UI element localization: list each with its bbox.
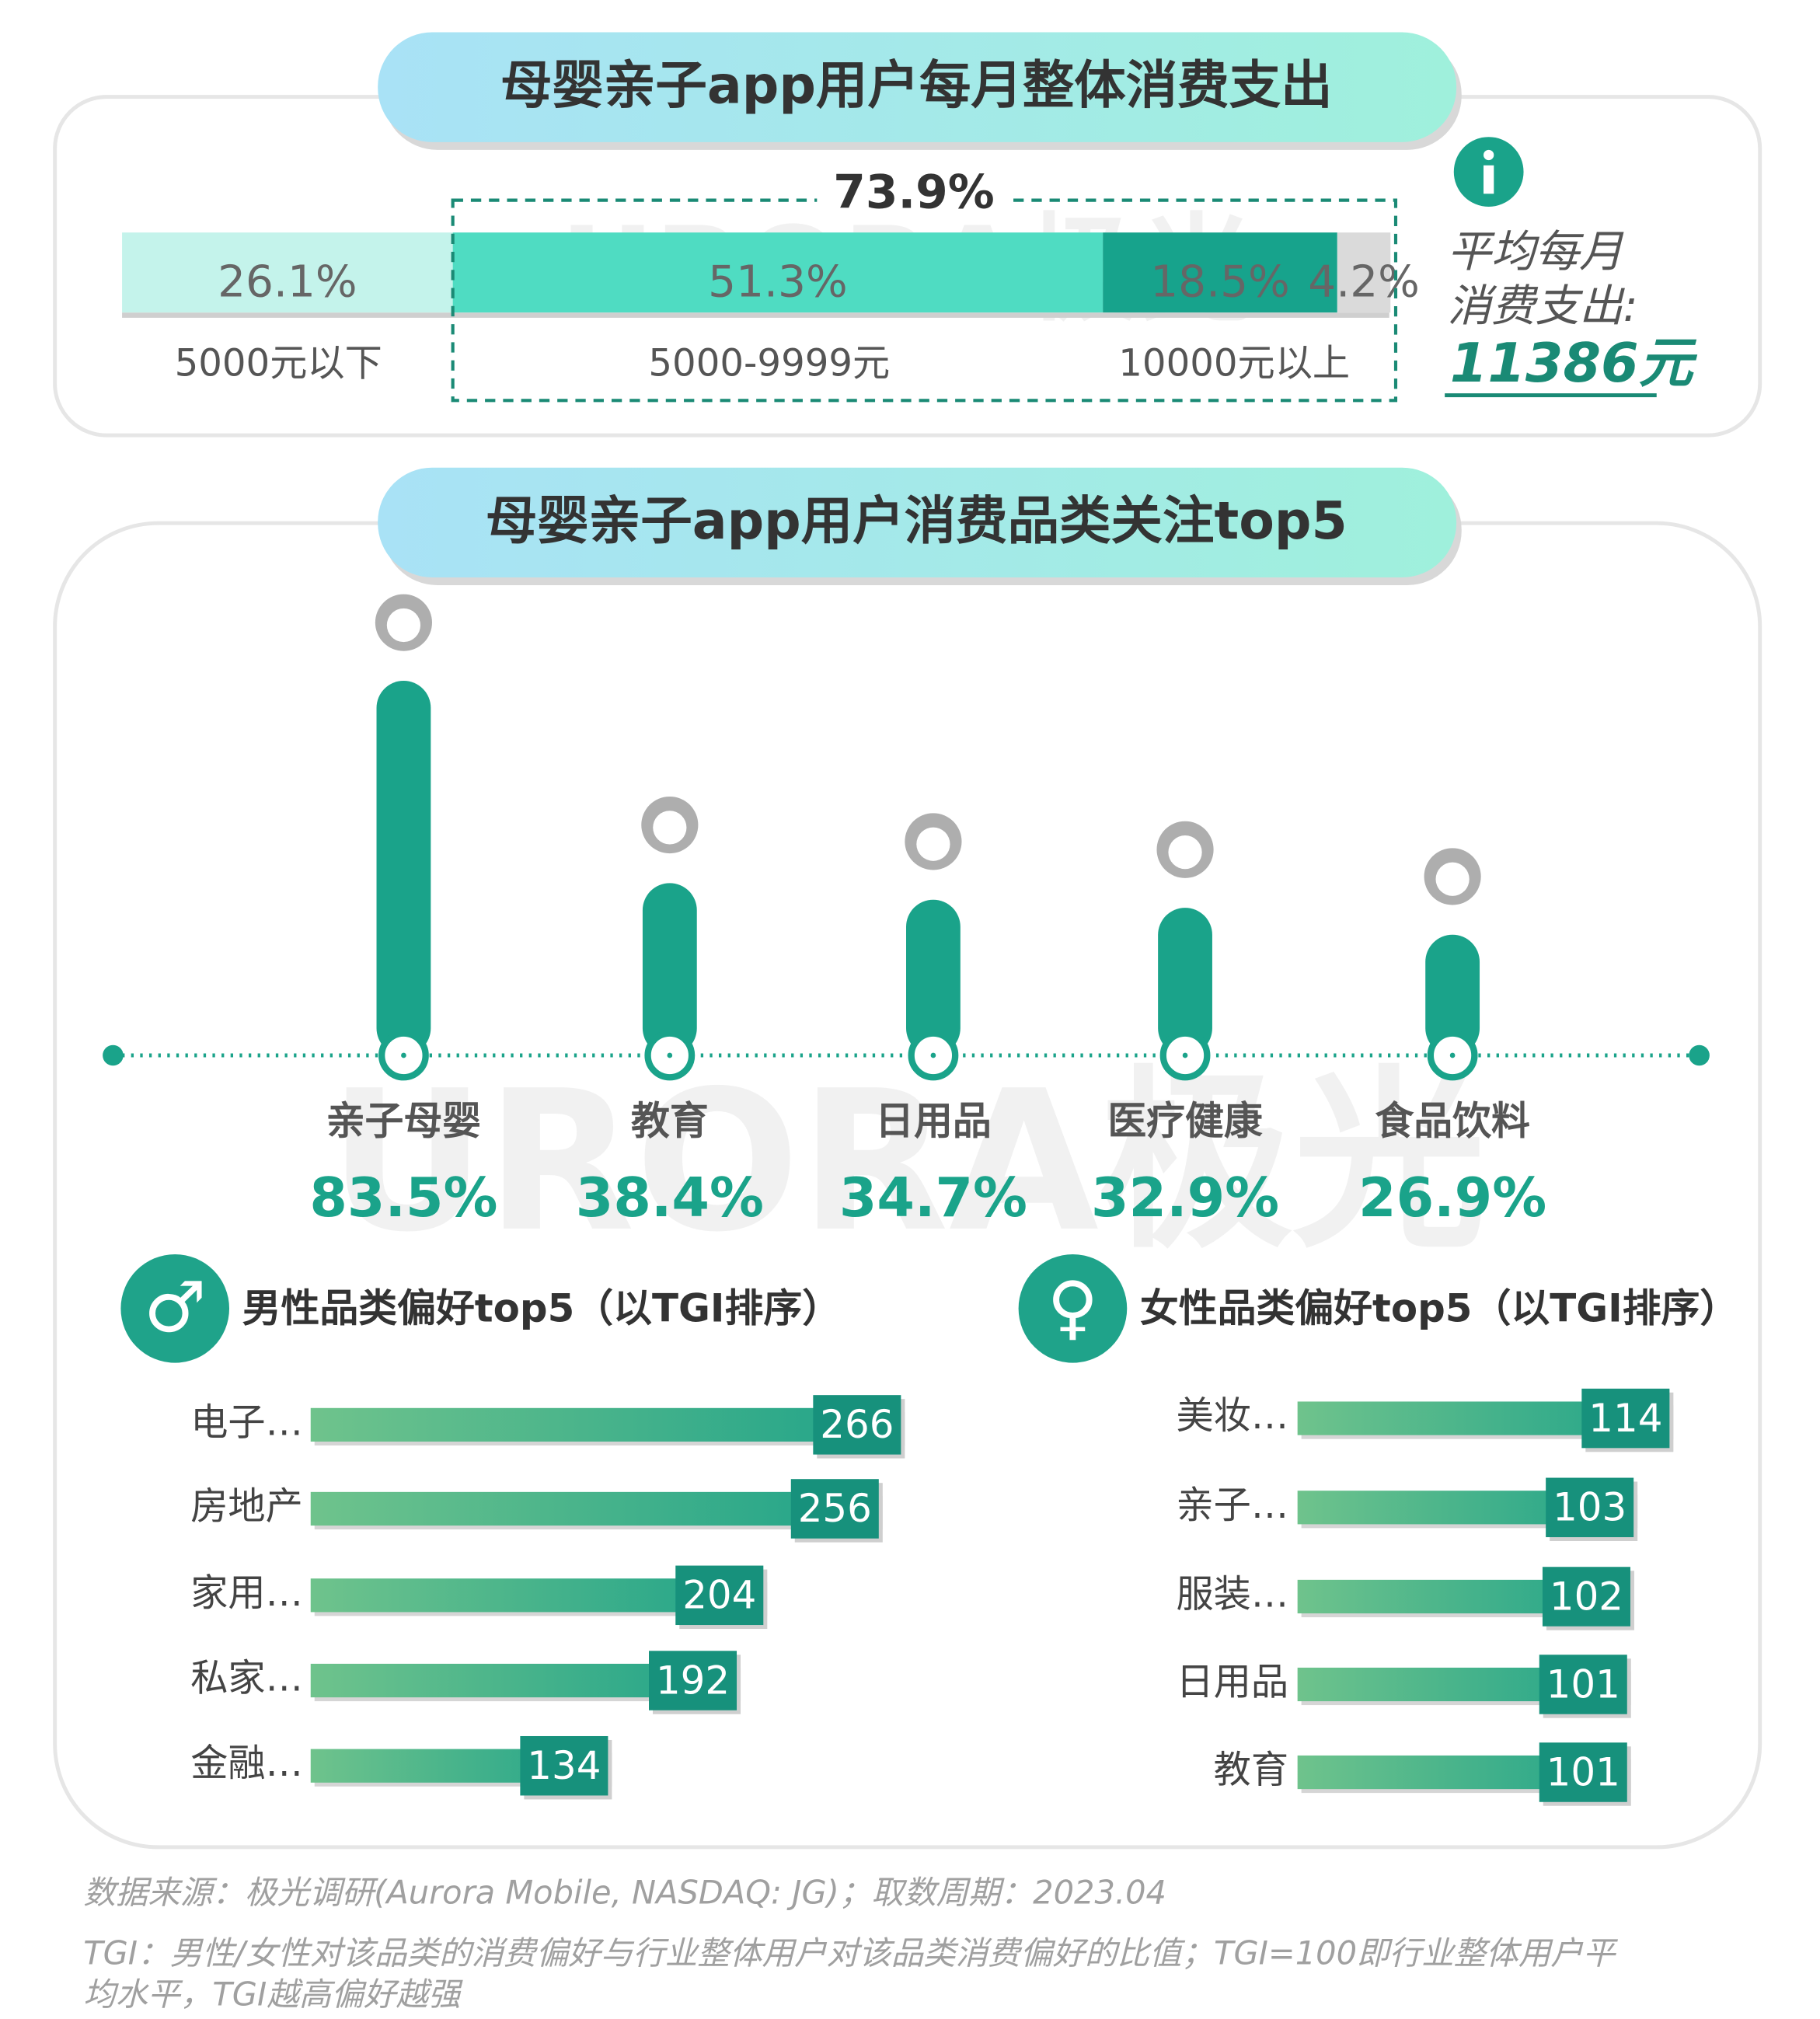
value-label: 192 (656, 1658, 730, 1703)
value-label: 101 (1546, 1749, 1620, 1794)
value-box (813, 1395, 901, 1455)
chart-title: 母婴亲子app用户每月整体消费支出 (500, 55, 1333, 116)
category-label: 日用品 (875, 1099, 992, 1144)
value-label: 34.7% (839, 1166, 1027, 1229)
icon-inner (1168, 835, 1202, 870)
value-label: 38.4% (576, 1166, 764, 1229)
category-label: 私家… (190, 1657, 303, 1700)
value-box (1539, 1655, 1627, 1714)
segment (1337, 232, 1391, 313)
segment-label: 26.1% (218, 256, 357, 307)
column-dot (1182, 1052, 1188, 1058)
category-label: 家用… (190, 1571, 303, 1615)
value-label: 101 (1546, 1662, 1620, 1707)
bar-shadow (122, 312, 1389, 318)
category-label: 日用品 (1176, 1660, 1288, 1703)
column-dot (1449, 1052, 1456, 1058)
value-box (790, 1479, 879, 1539)
icon-inner (916, 827, 950, 861)
segment-label: 18.5% (1150, 256, 1290, 307)
category-label: 亲子… (1176, 1484, 1288, 1527)
value-box (649, 1651, 737, 1710)
segment-label: 4.2% (1308, 256, 1420, 307)
value-label: 204 (682, 1573, 756, 1618)
gender-symbol: ♂ (144, 1268, 206, 1348)
range-label: 5000元以下 (175, 341, 382, 385)
section-title: 男性品类偏好top5（以TGI排序） (242, 1286, 841, 1331)
annotation-label: 消费支出: (1447, 281, 1637, 332)
column-dot (930, 1052, 936, 1058)
segment (452, 232, 1104, 313)
segment-label: 51.3% (708, 256, 848, 307)
value-label: 114 (1588, 1396, 1662, 1441)
bar (310, 1491, 879, 1526)
value-label: 266 (820, 1402, 894, 1447)
segment (1103, 232, 1337, 313)
category-label: 美妆… (1176, 1394, 1288, 1438)
value-box (520, 1735, 608, 1796)
category-label: 电子… (190, 1400, 303, 1444)
source: 数据来源：极光调研(Aurora Mobile, NASDAQ: JG)；取数周… (83, 1873, 1166, 1911)
section-title: 女性品类偏好top5（以TGI排序） (1140, 1286, 1738, 1331)
value-box (675, 1565, 764, 1626)
column (1158, 908, 1212, 1056)
info-dot (1484, 149, 1494, 161)
column (1425, 934, 1480, 1056)
value-box (1546, 1477, 1634, 1538)
value-label: 26.9% (1358, 1166, 1546, 1229)
segment (122, 232, 453, 313)
value-label: 102 (1550, 1574, 1623, 1619)
column (642, 883, 697, 1056)
info-stem (1484, 165, 1494, 194)
range-label: 10000元以上 (1118, 341, 1350, 385)
note: TGI：男性/女性对该品类的消费偏好与行业整体用户对该品类消费偏好的比值；TGI… (83, 1934, 1619, 1972)
range-label: 5000-9999元 (648, 341, 890, 385)
icon-inner (386, 608, 421, 643)
chart-title: 母婴亲子app用户消费品类关注top5 (486, 490, 1348, 551)
value-label: 134 (527, 1743, 601, 1788)
gender-symbol: ♀ (1048, 1268, 1099, 1348)
column-dot (667, 1052, 673, 1058)
icon-inner (1435, 862, 1470, 896)
category-label: 教育 (1214, 1749, 1288, 1792)
column (906, 899, 961, 1056)
category-label: 服装… (1176, 1572, 1288, 1616)
bar (310, 1407, 901, 1442)
value-label: 256 (798, 1486, 872, 1531)
value-box (1539, 1742, 1627, 1802)
value-label: 32.9% (1091, 1166, 1279, 1229)
title-pill (378, 467, 1457, 577)
watermark: URORA极光 (329, 1049, 1487, 1275)
note: 均水平，TGI越高偏好越强 (83, 1975, 463, 2014)
category-label: 房地产 (190, 1484, 303, 1528)
bracket-label-bg (817, 165, 1011, 222)
category-label: 食品饮料 (1375, 1099, 1530, 1144)
category-label: 金融… (190, 1742, 303, 1785)
column (376, 680, 431, 1056)
title-pill (378, 32, 1457, 142)
end-dot (103, 1044, 124, 1066)
icon-inner (653, 811, 687, 845)
category-label: 医疗健康 (1107, 1099, 1263, 1144)
value-box (1581, 1388, 1670, 1449)
gender-icon (120, 1254, 230, 1363)
annotation-value: 11386元 (1450, 332, 1698, 395)
category-label: 亲子母婴 (326, 1099, 481, 1144)
value-label: 83.5% (309, 1166, 497, 1229)
category-label: 教育 (631, 1099, 709, 1144)
value-label: 103 (1553, 1485, 1626, 1530)
annotation-label: 平均每月 (1447, 227, 1623, 277)
value-box (1542, 1567, 1630, 1627)
column-dot (401, 1052, 406, 1058)
end-dot (1689, 1044, 1710, 1066)
gender-icon (1018, 1254, 1128, 1363)
bracket-label: 73.9% (833, 166, 995, 220)
